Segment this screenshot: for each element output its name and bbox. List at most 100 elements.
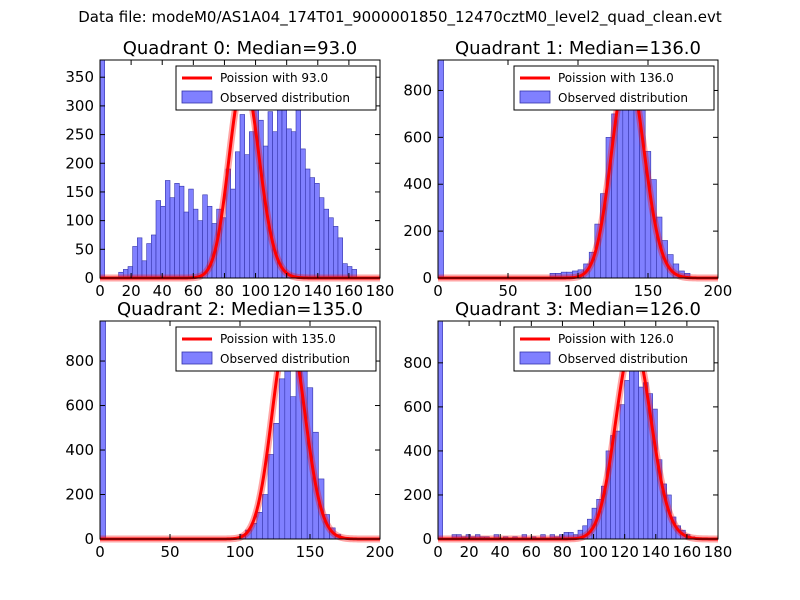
legend-bar-swatch: [519, 90, 551, 104]
legend-entry-observed: Observed distribution: [220, 352, 350, 366]
y-tick-label: 100: [65, 212, 94, 230]
x-tick-label: 50: [498, 282, 517, 300]
subplot-title: Quadrant 1: Median=136.0: [455, 38, 701, 59]
histogram-bar: [165, 180, 171, 279]
subplot-quadrant-3: 0 20 40 60 80 100 120 140 160 180 0 200 400 600 800 Qua…: [403, 299, 732, 561]
legend-entry-observed: Observed distribution: [558, 352, 688, 366]
histogram-bar: [278, 378, 286, 540]
legend-entry-observed: Observed distribution: [558, 91, 688, 105]
y-tick-label: 200: [65, 486, 94, 504]
subplot-quadrant-0: 0 20 40 60 80 100 120 140 160 1800501001502002503…: [65, 38, 394, 300]
histogram-bar: [132, 246, 138, 279]
histogram-bar: [193, 208, 199, 279]
x-tick-label: 60: [184, 282, 203, 300]
x-tick-label: 50: [160, 543, 179, 561]
histogram-bar: [235, 151, 241, 279]
y-tick-label: 50: [75, 240, 94, 258]
y-tick-label: 200: [403, 486, 432, 504]
histogram-bar: [622, 85, 629, 279]
histogram-bar: [323, 208, 329, 279]
histogram-bar: [160, 205, 166, 279]
histogram-bar: [179, 185, 185, 279]
histogram-bar: [309, 177, 315, 279]
histogram-bar: [273, 423, 280, 540]
y-tick-label: 800: [65, 352, 94, 370]
legend-bar-swatch: [519, 351, 551, 365]
histogram-bar: [619, 404, 625, 540]
histogram-bar: [638, 386, 644, 540]
histogram-bar: [267, 454, 274, 540]
legend-entry-observed: Observed distribution: [220, 91, 350, 105]
x-tick-label: 150: [296, 543, 325, 561]
histogram-bar: [262, 494, 269, 540]
y-tick-label: 350: [65, 68, 94, 86]
legend-entry-poisson: Poission with 135.0: [220, 332, 336, 346]
y-tick-label: 0: [84, 269, 94, 287]
x-tick-label: 40: [491, 543, 510, 561]
x-tick-label: 100: [579, 543, 608, 561]
histogram-bar: [169, 197, 175, 279]
legend-bar-swatch: [181, 351, 213, 365]
x-tick-label: 150: [634, 282, 663, 300]
histogram-bar: [146, 243, 152, 279]
histogram-bar: [290, 396, 297, 540]
histogram-bar: [305, 168, 311, 279]
histogram-bar: [328, 217, 334, 279]
x-tick-label: 0: [433, 543, 443, 561]
y-tick-label: 300: [65, 97, 94, 115]
histogram-bar: [295, 82, 301, 279]
y-tick-label: 400: [403, 442, 432, 460]
x-tick-label: 40: [153, 282, 172, 300]
subplot-quadrant-1: 0 50 100 150 200 0 200 400 600 800 Quadrant 1: Med…: [403, 38, 732, 300]
histogram-bar: [239, 114, 245, 279]
histogram-bar: [99, 59, 105, 279]
x-tick-label: 0: [433, 282, 443, 300]
subplot-quadrant-2: 0 50 100 150 200 0 200 400 600 800 Quadrant 2: Med…: [65, 299, 394, 561]
axes-frame: [437, 320, 719, 540]
y-tick-label: 400: [403, 175, 432, 193]
histogram-bar: [629, 344, 635, 540]
histogram-bar: [151, 234, 157, 279]
x-tick-label: 200: [704, 282, 733, 300]
axes-frame: [99, 59, 381, 279]
histogram-bar: [286, 128, 292, 279]
x-tick-label: 0: [95, 282, 105, 300]
histogram-bar: [624, 380, 630, 540]
histogram-bar: [155, 200, 161, 279]
x-tick-label: 120: [610, 543, 639, 561]
x-tick-label: 140: [641, 543, 670, 561]
legend-entry-poisson: Poission with 93.0: [220, 71, 328, 85]
legend-entry-poisson: Poission with 126.0: [558, 332, 674, 346]
x-tick-label: 80: [215, 282, 234, 300]
histogram-bar: [291, 131, 297, 279]
x-tick-label: 20: [460, 543, 479, 561]
histogram-bar: [437, 59, 444, 279]
x-tick-label: 0: [95, 543, 105, 561]
y-tick-label: 150: [65, 183, 94, 201]
histogram-bar: [633, 349, 639, 540]
x-tick-label: 100: [564, 282, 593, 300]
y-tick-label: 800: [403, 354, 432, 372]
subplot-title: Quadrant 0: Median=93.0: [123, 38, 358, 59]
y-tick-label: 800: [403, 81, 432, 99]
x-tick-label: 180: [366, 282, 395, 300]
subplot-title: Quadrant 3: Median=126.0: [455, 299, 701, 320]
histogram-bar: [137, 237, 143, 279]
figure-title: Data file: modeM0/AS1A04_174T01_90000018…: [78, 8, 722, 26]
histogram-bar: [197, 220, 203, 279]
histogram-bar: [333, 226, 339, 279]
subplot-title: Quadrant 2: Median=135.0: [117, 299, 363, 320]
x-tick-label: 60: [522, 543, 541, 561]
histogram-bar: [281, 102, 287, 279]
y-tick-label: 0: [84, 530, 94, 548]
x-tick-label: 80: [553, 543, 572, 561]
x-tick-label: 140: [303, 282, 332, 300]
histogram-bar: [230, 188, 236, 279]
x-tick-label: 120: [272, 282, 301, 300]
y-tick-label: 0: [422, 269, 432, 287]
y-tick-label: 200: [65, 154, 94, 172]
histogram-bar: [174, 183, 180, 279]
x-tick-label: 200: [366, 543, 395, 561]
x-tick-label: 20: [122, 282, 141, 300]
